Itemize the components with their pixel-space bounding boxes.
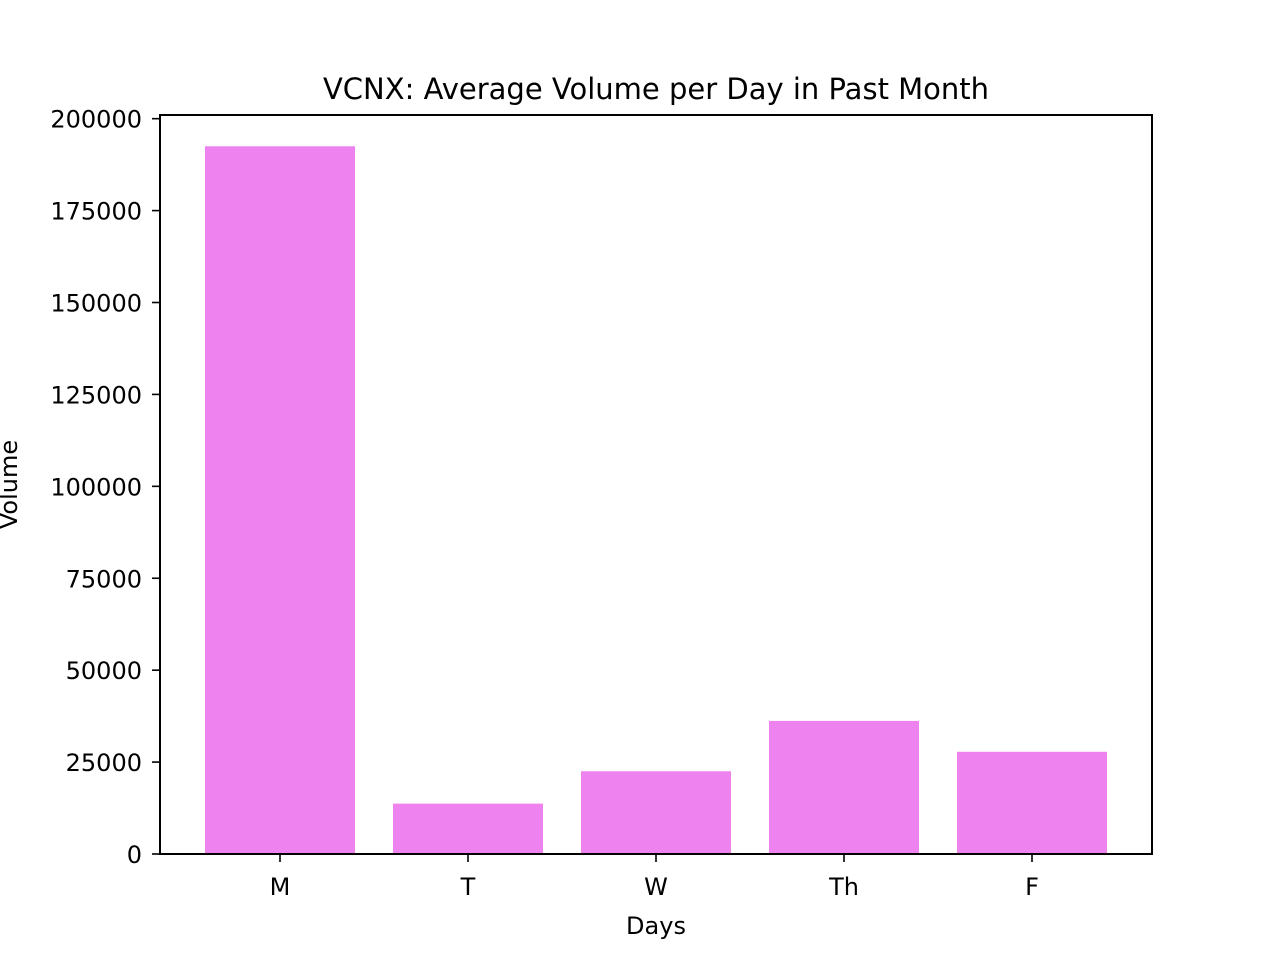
bar-m (205, 146, 355, 855)
x-axis-ticks: M T W Th F (270, 854, 1039, 901)
chart-title: VCNX: Average Volume per Day in Past Mon… (323, 72, 989, 106)
y-tick-label: 175000 (50, 198, 142, 226)
y-axis-title: Volume (0, 440, 23, 529)
x-tick-label: M (270, 873, 291, 901)
y-tick-label: 200000 (50, 106, 142, 134)
x-tick-label: W (644, 873, 668, 901)
y-tick-label: 150000 (50, 290, 142, 318)
y-tick-label: 125000 (50, 381, 142, 409)
axes-frame (159, 114, 1153, 855)
x-tick-label: Th (828, 873, 859, 901)
y-tick-label: 100000 (50, 473, 142, 501)
bars-group (205, 146, 1107, 855)
x-tick-label: T (460, 873, 476, 901)
y-axis-ticks: 0 25000 50000 75000 100000 125000 150000 175000… (50, 106, 160, 869)
y-tick-label: 25000 (66, 749, 142, 777)
bar-t (393, 803, 543, 854)
y-tick-label: 75000 (66, 565, 142, 593)
bar-th (769, 720, 919, 854)
bar-w (581, 771, 731, 854)
y-tick-label: 0 (127, 841, 142, 869)
y-tick-label: 50000 (66, 657, 142, 685)
bar-f (957, 751, 1107, 854)
x-tick-label: F (1025, 873, 1039, 901)
x-axis-title: Days (626, 912, 686, 940)
